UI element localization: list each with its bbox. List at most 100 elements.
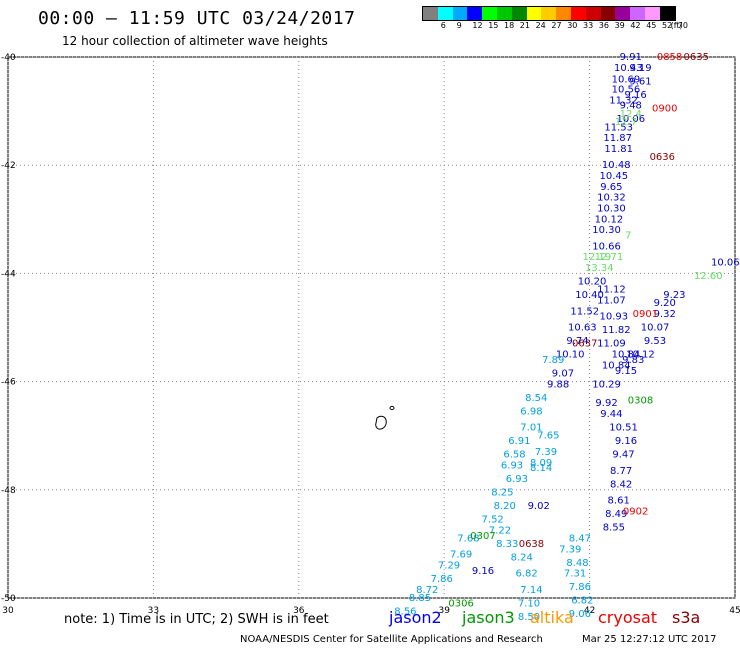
wave-height-value: 7.52 — [482, 515, 504, 526]
color-scale-labels: 6 9 12 15 18 21 24 27 30 33 36 39 42 45 52 70 (ft) — [422, 21, 740, 33]
wave-height-value: 7.10 — [518, 598, 540, 609]
wave-height-value: 8.50 — [518, 612, 540, 623]
y-tick-label: -50 — [1, 594, 16, 604]
wave-height-value: 7.68 — [457, 533, 479, 544]
scale-swatch — [482, 7, 497, 20]
wave-height-value: 10.30 — [592, 225, 621, 236]
wave-height-value: 11.07 — [597, 295, 626, 306]
island-outline — [375, 415, 387, 430]
wave-height-value: 11.12 — [597, 285, 626, 296]
scale-swatch — [659, 7, 675, 20]
wave-height-value: 9.92 — [595, 398, 617, 409]
scale-unit: (ft) — [670, 21, 683, 30]
wave-height-value: 10.30 — [597, 203, 626, 214]
map-frame — [7, 56, 736, 599]
wave-height-value: 11.09 — [597, 339, 626, 350]
wave-height-value: 6.93 — [506, 474, 528, 485]
wave-height-value: 8.49 — [605, 509, 627, 520]
scale-swatch — [644, 7, 660, 20]
x-tick-label: 30 — [2, 606, 14, 616]
wave-height-value: 10.51 — [609, 423, 638, 434]
satellite-legend-entry: jason2 — [389, 608, 442, 627]
wave-height-value: 9.07 — [552, 368, 574, 379]
wave-height-value: 9.74 — [566, 336, 588, 347]
wave-height-value: 0900 — [652, 103, 677, 114]
wave-height-value: 10.12 — [626, 350, 655, 361]
wave-height-value: 6.82 — [571, 596, 593, 607]
wave-height-value: 10.69 — [612, 75, 641, 86]
scale-label: 52 — [662, 21, 673, 30]
wave-height-value: 9.32 — [654, 309, 676, 320]
wave-height-value: 10.43 — [614, 63, 643, 74]
scale-label: 6 — [440, 21, 446, 30]
wave-height-value: 10.06 — [711, 258, 740, 269]
wave-height-value: 10.29 — [592, 379, 621, 390]
scale-label: 39 — [614, 21, 625, 30]
wave-height-value: 7.31 — [564, 569, 586, 580]
scale-label: 36 — [598, 21, 609, 30]
y-tick-label: -40 — [1, 53, 16, 63]
scale-label: 24 — [535, 21, 546, 30]
wave-height-value: 9.53 — [644, 336, 666, 347]
scale-swatch — [615, 7, 631, 20]
wave-height-value: 0637 — [572, 339, 597, 350]
wave-height-value: 10.84 — [602, 360, 631, 371]
wave-height-value: 8.25 — [491, 488, 513, 499]
x-tick-label: 42 — [584, 606, 595, 616]
x-tick-label: 33 — [148, 606, 159, 616]
wave-height-value: 12.19 — [583, 252, 612, 263]
wave-height-value: 0858 — [657, 52, 682, 63]
wave-height-value: 12.60 — [694, 271, 723, 282]
wave-height-value: 9.16 — [472, 566, 494, 577]
wave-height-value: 7.29 — [438, 561, 460, 572]
wave-height-value: 8.56 — [394, 607, 416, 618]
wave-height-value: 12.7 — [615, 117, 637, 128]
wave-height-value: 10.66 — [592, 241, 621, 252]
scale-label: 12 — [472, 21, 483, 30]
scale-label: 9 — [456, 21, 462, 30]
wave-height-value: 7.65 — [537, 431, 559, 442]
wave-height-value: 10.93 — [600, 312, 629, 323]
wave-height-value: 10.84 — [612, 350, 641, 361]
scale-label: 45 — [646, 21, 657, 30]
wave-height-value: 8.48 — [566, 558, 588, 569]
scale-label: 30 — [567, 21, 578, 30]
scale-label: 27 — [551, 21, 562, 30]
wave-height-value: 7 — [625, 231, 631, 242]
wave-height-value: 11.81 — [604, 144, 633, 155]
wave-height-value: 6.93 — [501, 460, 523, 471]
wave-height-value: 7.86 — [569, 582, 591, 593]
wave-height-value: 7.14 — [520, 585, 542, 596]
wave-height-value: 8.77 — [610, 466, 632, 477]
wave-height-value: 9.44 — [600, 409, 622, 420]
wave-height-value: 10.10 — [556, 350, 585, 361]
scale-label: 70 — [677, 21, 688, 30]
wave-height-value: 9.15 — [615, 366, 637, 377]
scale-swatch — [452, 7, 468, 20]
wave-height-value: 9.91 — [620, 52, 642, 63]
wave-height-value: 9.47 — [612, 450, 634, 461]
scale-label: 42 — [630, 21, 641, 30]
wave-height-value: 6.82 — [515, 569, 537, 580]
wave-height-value: 8.85 — [409, 593, 431, 604]
scale-swatch — [511, 7, 527, 20]
satellite-legend-entry: s3a — [672, 608, 701, 627]
wave-height-value: 0902 — [623, 506, 648, 517]
y-tick-label: -48 — [1, 486, 16, 496]
scale-swatch — [496, 7, 512, 20]
map-title: 00:00 – 11:59 UTC 03/24/2017 — [38, 8, 356, 29]
generated-timestamp: Mar 25 12:27:12 UTC 2017 — [582, 634, 717, 645]
scale-swatch — [556, 7, 571, 20]
wave-height-value: 9.61 — [629, 76, 651, 87]
wave-height-value: 6.98 — [520, 406, 542, 417]
x-tick-label: 45 — [729, 606, 740, 616]
wave-height-value: 8.55 — [603, 523, 625, 534]
wave-height-value: 0306 — [448, 598, 473, 609]
wave-height-value: 9.20 — [654, 298, 676, 309]
wave-height-value: 10.45 — [600, 171, 629, 182]
wave-height-value: 9.06 — [569, 609, 591, 620]
scale-label: 18 — [504, 21, 515, 30]
wave-height-value: 0308 — [628, 396, 653, 407]
scale-label: 21 — [519, 21, 530, 30]
